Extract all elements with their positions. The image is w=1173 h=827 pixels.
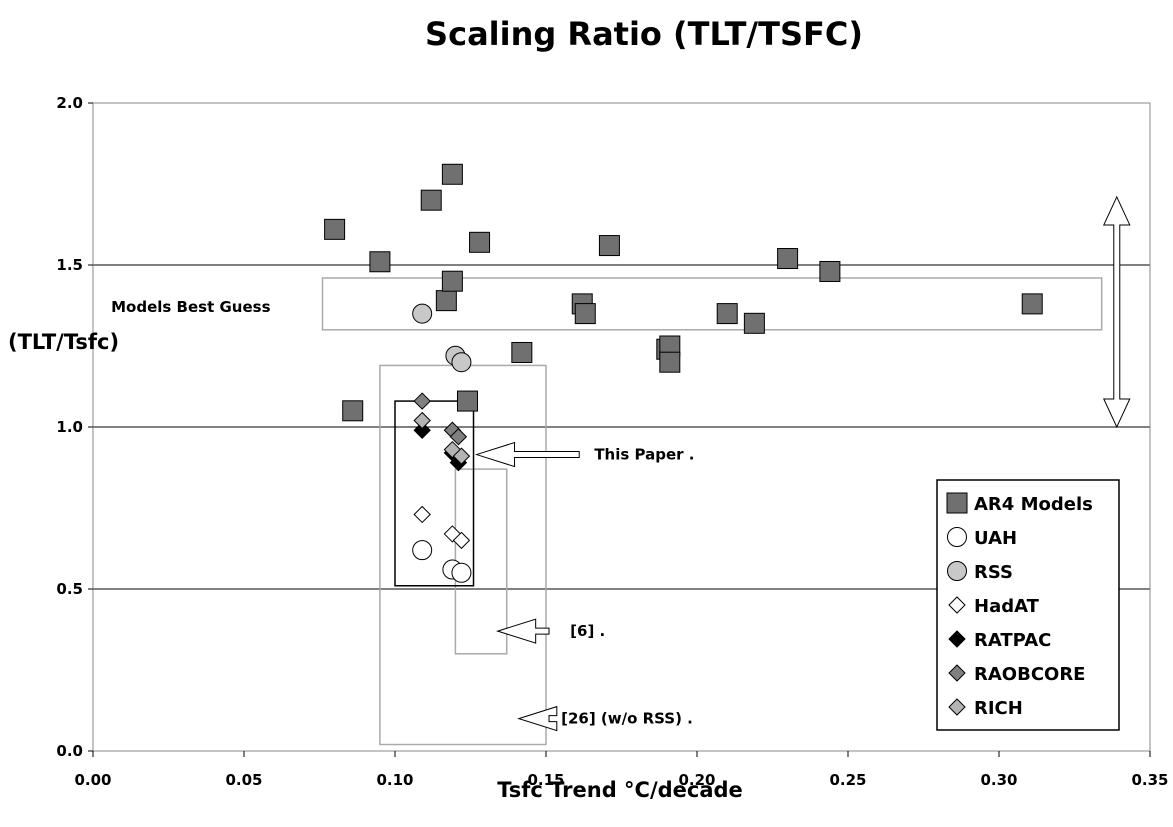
- legend-marker: [947, 527, 967, 547]
- ar4-models-point: [743, 312, 765, 334]
- rich-point: [452, 447, 471, 465]
- legend-label: RAOBCORE: [974, 664, 1085, 685]
- range-arrow-shape: [1102, 195, 1131, 429]
- annotation-label: [26] (w/o RSS) .: [561, 710, 693, 728]
- x-tick-label: 0.15: [527, 771, 564, 789]
- ar4-models-point: [435, 290, 457, 312]
- ar4-models-point: [369, 251, 391, 273]
- x-tick-label: 0.05: [225, 771, 262, 789]
- ar4-models-point: [777, 248, 799, 270]
- x-axis-title: Tsfc Trend °C/decade: [497, 778, 743, 802]
- hadat-point: [452, 531, 471, 550]
- legend-label: RATPAC: [974, 630, 1051, 651]
- data-points: [324, 163, 1043, 583]
- ar4-models-point: [511, 341, 533, 363]
- axis-ticks: 0.0 0.5 1.0 1.5 2.0 0.00 0.05 0.10 0.15 0.20 0.25 0…: [56, 94, 1168, 789]
- range-box: [379, 364, 547, 746]
- legend-label: RSS: [974, 562, 1013, 583]
- y-tick-label: 0.0: [56, 742, 83, 760]
- x-tick-label: 0.10: [376, 771, 413, 789]
- x-tick-label: 0.35: [1131, 771, 1168, 789]
- y-tick-label: 0.5: [56, 580, 83, 598]
- legend-label: HadAT: [974, 596, 1040, 617]
- y-tick-label: 2.0: [56, 94, 83, 112]
- legend-label: RICH: [974, 698, 1023, 719]
- x-tick-label: 0.30: [980, 771, 1017, 789]
- annotation-arrow: [496, 618, 550, 644]
- legend-marker: [948, 630, 966, 648]
- legend-box: [936, 479, 1120, 731]
- ar4-models-point: [659, 351, 681, 373]
- rich-point: [413, 411, 431, 430]
- raobcore-point: [413, 392, 431, 410]
- annotation-arrow: [474, 441, 580, 468]
- ar4-models-point: [574, 303, 596, 325]
- hadat-point: [413, 505, 431, 524]
- ar4-models-point: [598, 235, 620, 257]
- legend-marker: [948, 596, 966, 614]
- annotations: Models Best Guess This Paper . [6] . [26] (…: [111, 298, 694, 732]
- ar4-models-point: [1021, 293, 1043, 315]
- ar4-models-point: [342, 400, 364, 422]
- range-boxes: [321, 277, 1103, 746]
- x-tick-label: 0.20: [678, 771, 715, 789]
- legend-marker: [947, 561, 967, 581]
- annotation-arrow: [517, 705, 558, 732]
- rss-point: [451, 352, 472, 373]
- range-box: [321, 277, 1103, 331]
- legend-marker: [948, 664, 966, 682]
- range-box: [454, 468, 508, 655]
- ar4-models-point: [441, 163, 463, 185]
- y-tick-label: 1.5: [56, 256, 83, 274]
- annotation-label: Models Best Guess: [111, 298, 270, 316]
- legend-label: AR4 Models: [974, 494, 1093, 515]
- legend-label: UAH: [974, 528, 1017, 549]
- ar4-models-point: [420, 189, 442, 211]
- rss-point: [412, 303, 433, 324]
- ar4-models-point: [819, 260, 841, 282]
- ar4-models-point: [716, 303, 738, 325]
- legend: AR4 Models UAH RSS HadAT RATPAC RAOBCORE RICH: [936, 479, 1120, 731]
- ar4-models-point: [456, 390, 478, 412]
- annotation-label: This Paper .: [594, 446, 694, 464]
- range-box: [394, 400, 475, 587]
- chart-title: Scaling Ratio (TLT/TSFC): [425, 15, 863, 53]
- x-tick-label: 0.00: [74, 771, 111, 789]
- ar4-models-point: [441, 270, 463, 292]
- x-tick-label: 0.25: [829, 771, 866, 789]
- ar4-models-point: [324, 218, 346, 240]
- legend-marker: [946, 492, 968, 514]
- ar4-models-point: [469, 231, 491, 253]
- uah-point: [412, 540, 433, 561]
- range-double-arrow: [1102, 195, 1131, 429]
- annotation-label: [6] .: [570, 622, 605, 640]
- y-axis-title: (TLT/Tsfc): [8, 330, 119, 354]
- raobcore-point: [449, 428, 468, 446]
- legend-marker: [948, 698, 966, 716]
- ratpac-point: [413, 421, 431, 439]
- y-tick-label: 1.0: [56, 418, 83, 436]
- uah-point: [451, 562, 472, 583]
